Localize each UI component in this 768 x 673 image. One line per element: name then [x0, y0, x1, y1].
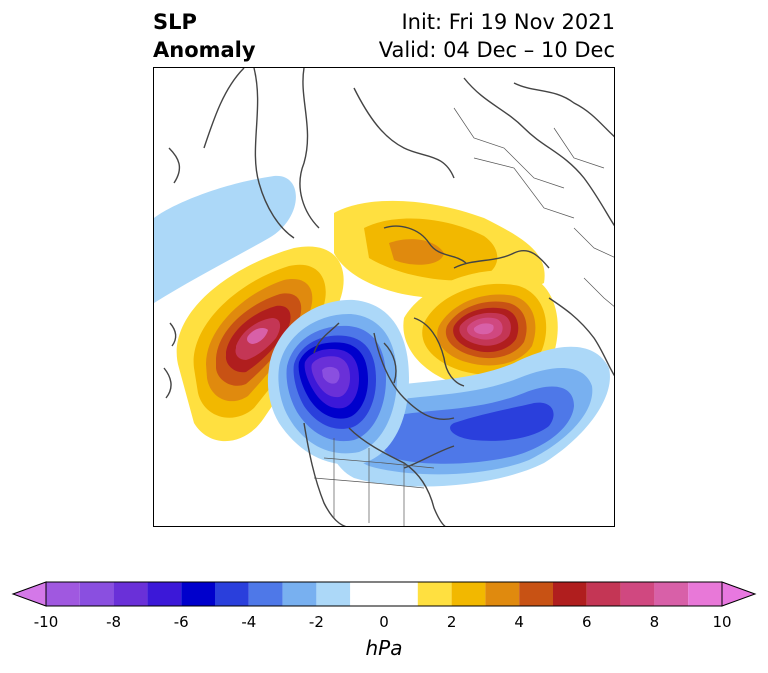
colorbar-tick-label: -2: [308, 613, 324, 631]
colorbar-extend-low: [11, 581, 47, 607]
colorbar-bin: [451, 582, 486, 606]
colorbar-bin: [181, 582, 215, 606]
colorbar-tick-label: -4: [241, 613, 257, 631]
colorbar-bin: [350, 582, 418, 606]
colorbar-tick-label: -10: [33, 613, 59, 631]
colorbar-outline: [45, 581, 723, 607]
colorbar-bin: [147, 582, 182, 606]
negative-anomaly-canada: [267, 299, 409, 465]
colorbar: [11, 581, 757, 607]
colorbar-tick-labels: -10 -8 -6 -4 -2 0 2 4 6 8 10: [0, 613, 768, 633]
colorbar-tick-label: -6: [173, 613, 189, 631]
positive-anomaly-north-pacific: [176, 246, 344, 442]
colorbar-tick-label: -8: [106, 613, 122, 631]
colorbar-bin: [113, 582, 148, 606]
negative-anomaly-east-asia: [154, 175, 296, 303]
slp-anomaly-map: [153, 67, 615, 527]
valid-range: Valid: 04 Dec – 10 Dec: [378, 38, 615, 62]
colorbar-bin: [417, 582, 452, 606]
colorbar-bin: [688, 582, 722, 606]
colorbar-bin: [553, 582, 587, 606]
colorbar-tick-label: 6: [582, 613, 592, 631]
colorbar-tick-label: 4: [514, 613, 524, 631]
colorbar-bin: [248, 582, 283, 606]
colorbar-bin: [620, 582, 655, 606]
colorbar-tick-label: 0: [379, 613, 389, 631]
title-line-1: SLP: [153, 10, 197, 34]
colorbar-bin: [316, 582, 351, 606]
colorbar-tick-label: 8: [649, 613, 660, 631]
colorbar-tick-label: 10: [712, 613, 732, 631]
forecast-dates: Init: Fri 19 Nov 2021 Valid: 04 Dec – 10…: [379, 8, 615, 64]
colorbar-bin: [215, 582, 249, 606]
colorbar-bin: [586, 582, 621, 606]
coastline-overlay: [163, 68, 614, 526]
init-date: Init: Fri 19 Nov 2021: [401, 10, 615, 34]
colorbar-bin: [282, 582, 317, 606]
colorbar-bin: [46, 582, 80, 606]
colorbar-bin: [79, 582, 114, 606]
colorbar-bin: [519, 582, 553, 606]
title-line-2: Anomaly: [153, 38, 256, 62]
negative-anomaly-north-atlantic: [325, 346, 610, 487]
colorbar-tick-label: 2: [446, 613, 457, 631]
border-overlay: [313, 107, 614, 526]
colorbar-bin: [485, 582, 520, 606]
colorbar-bin: [654, 582, 689, 606]
positive-anomaly-northern-europe: [403, 270, 558, 387]
chart-title: SLP Anomaly: [153, 8, 256, 64]
colorbar-extend-high: [721, 581, 757, 607]
colorbar-units-label: hPa: [365, 636, 403, 660]
